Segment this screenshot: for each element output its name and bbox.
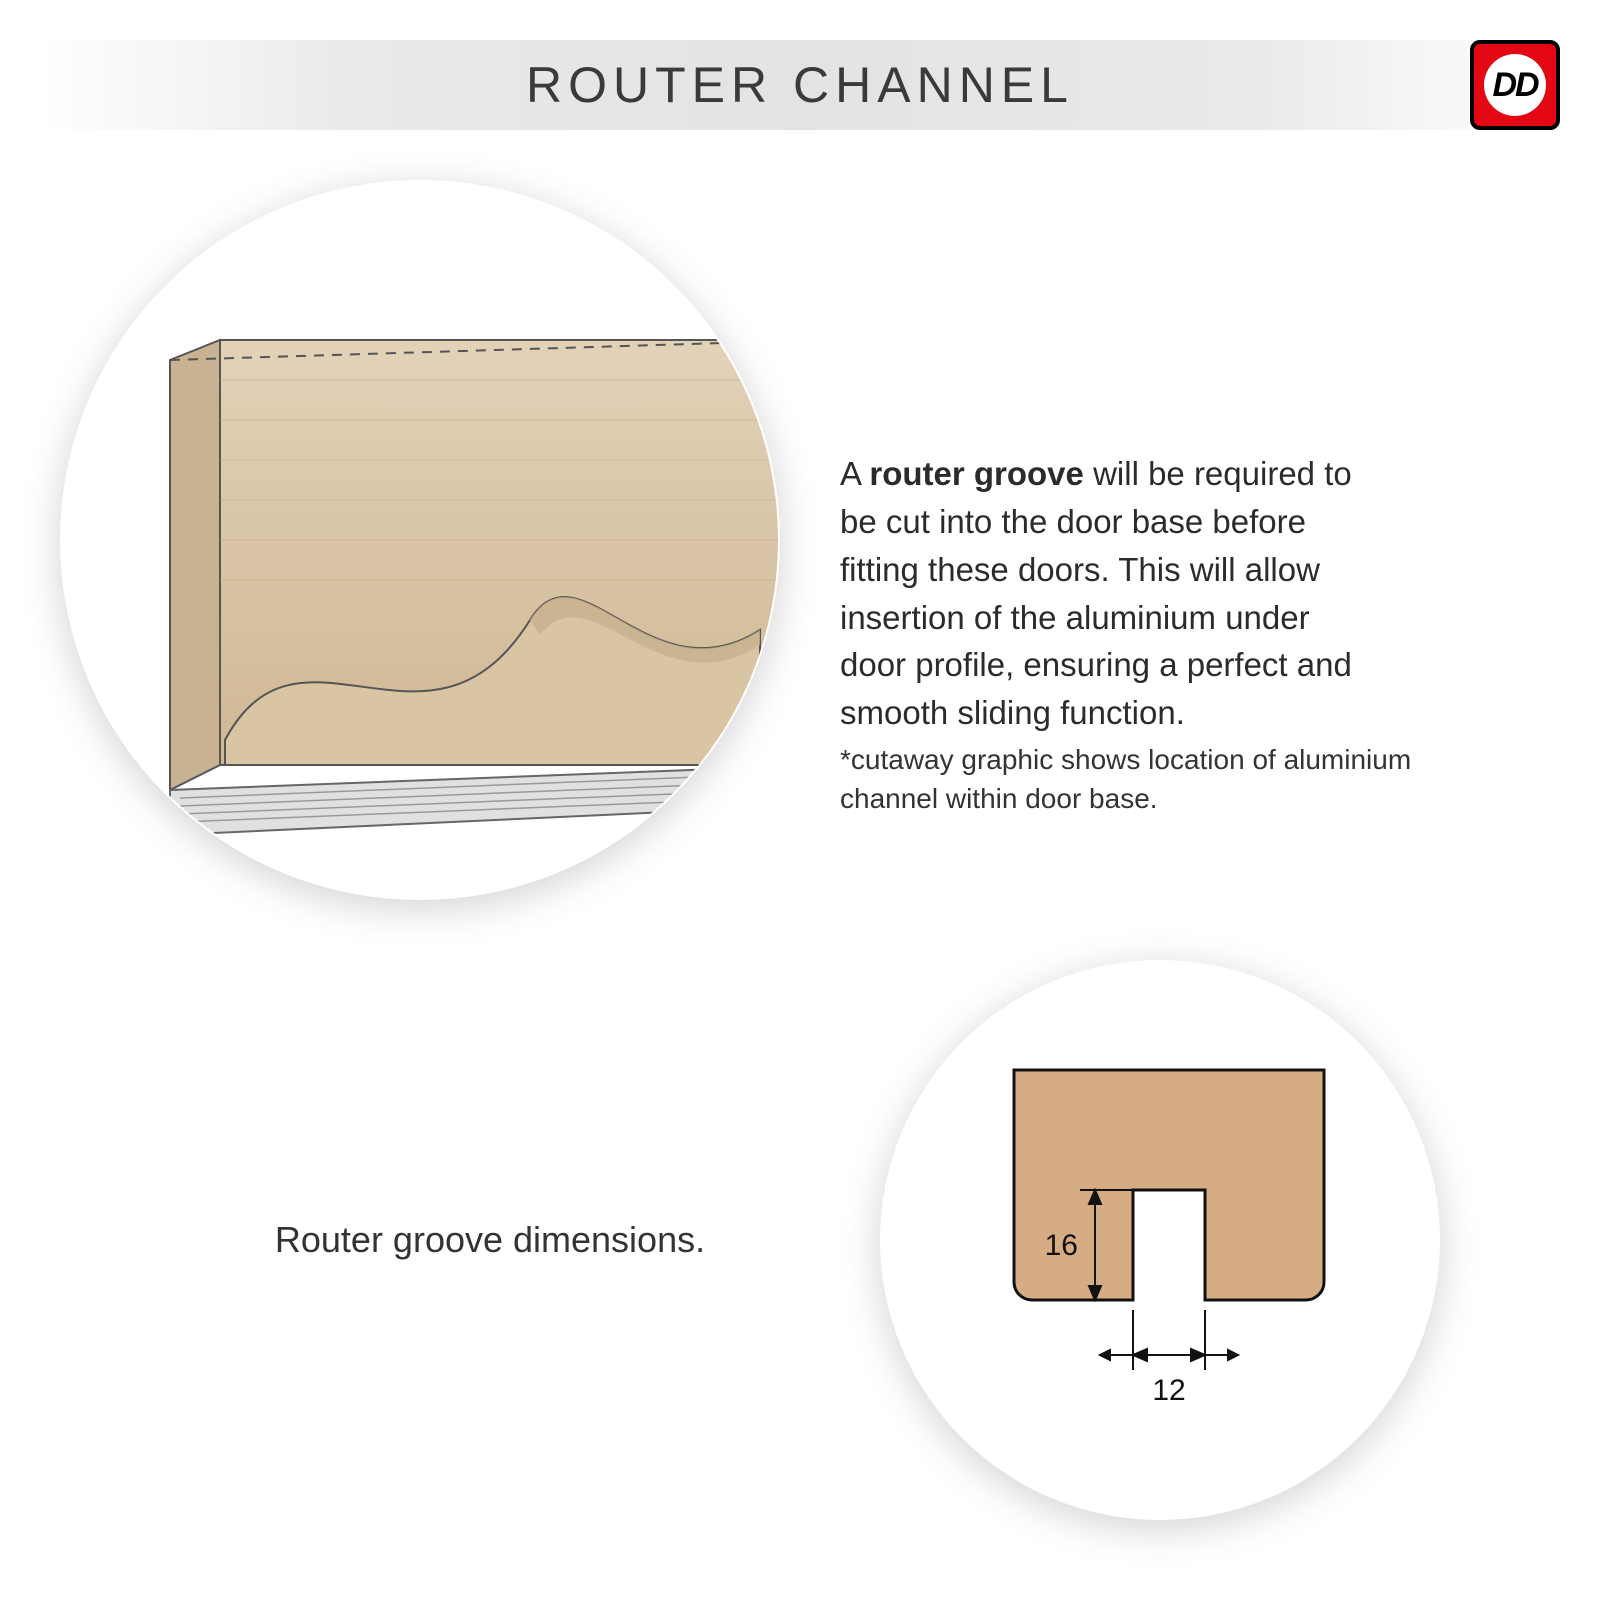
description-prefix: A (840, 455, 869, 492)
brand-logo: DD (1470, 40, 1560, 130)
title-bar: ROUTER CHANNEL (40, 40, 1560, 130)
logo-text: DD (1484, 54, 1546, 116)
dim-depth-value: 16 (1045, 1229, 1078, 1262)
dimensions-label-panel: Router groove dimensions. (60, 1190, 920, 1290)
cutaway-caption: *cutaway graphic shows location of alumi… (840, 740, 1480, 818)
description-panel: A router groove will be required to be c… (620, 400, 1540, 787)
description-bold: router groove (869, 455, 1084, 492)
groove-svg: 16 12 (880, 960, 1440, 1520)
dim-width-value: 12 (1152, 1374, 1185, 1407)
page: ROUTER CHANNEL DD (0, 0, 1600, 1600)
description-rest: will be required to be cut into the door… (840, 455, 1352, 731)
groove-cross-section: 16 12 (880, 960, 1440, 1520)
door-cross-section-shape (1014, 1070, 1324, 1300)
dimensions-label: Router groove dimensions. (275, 1219, 705, 1261)
page-title: ROUTER CHANNEL (526, 56, 1074, 114)
